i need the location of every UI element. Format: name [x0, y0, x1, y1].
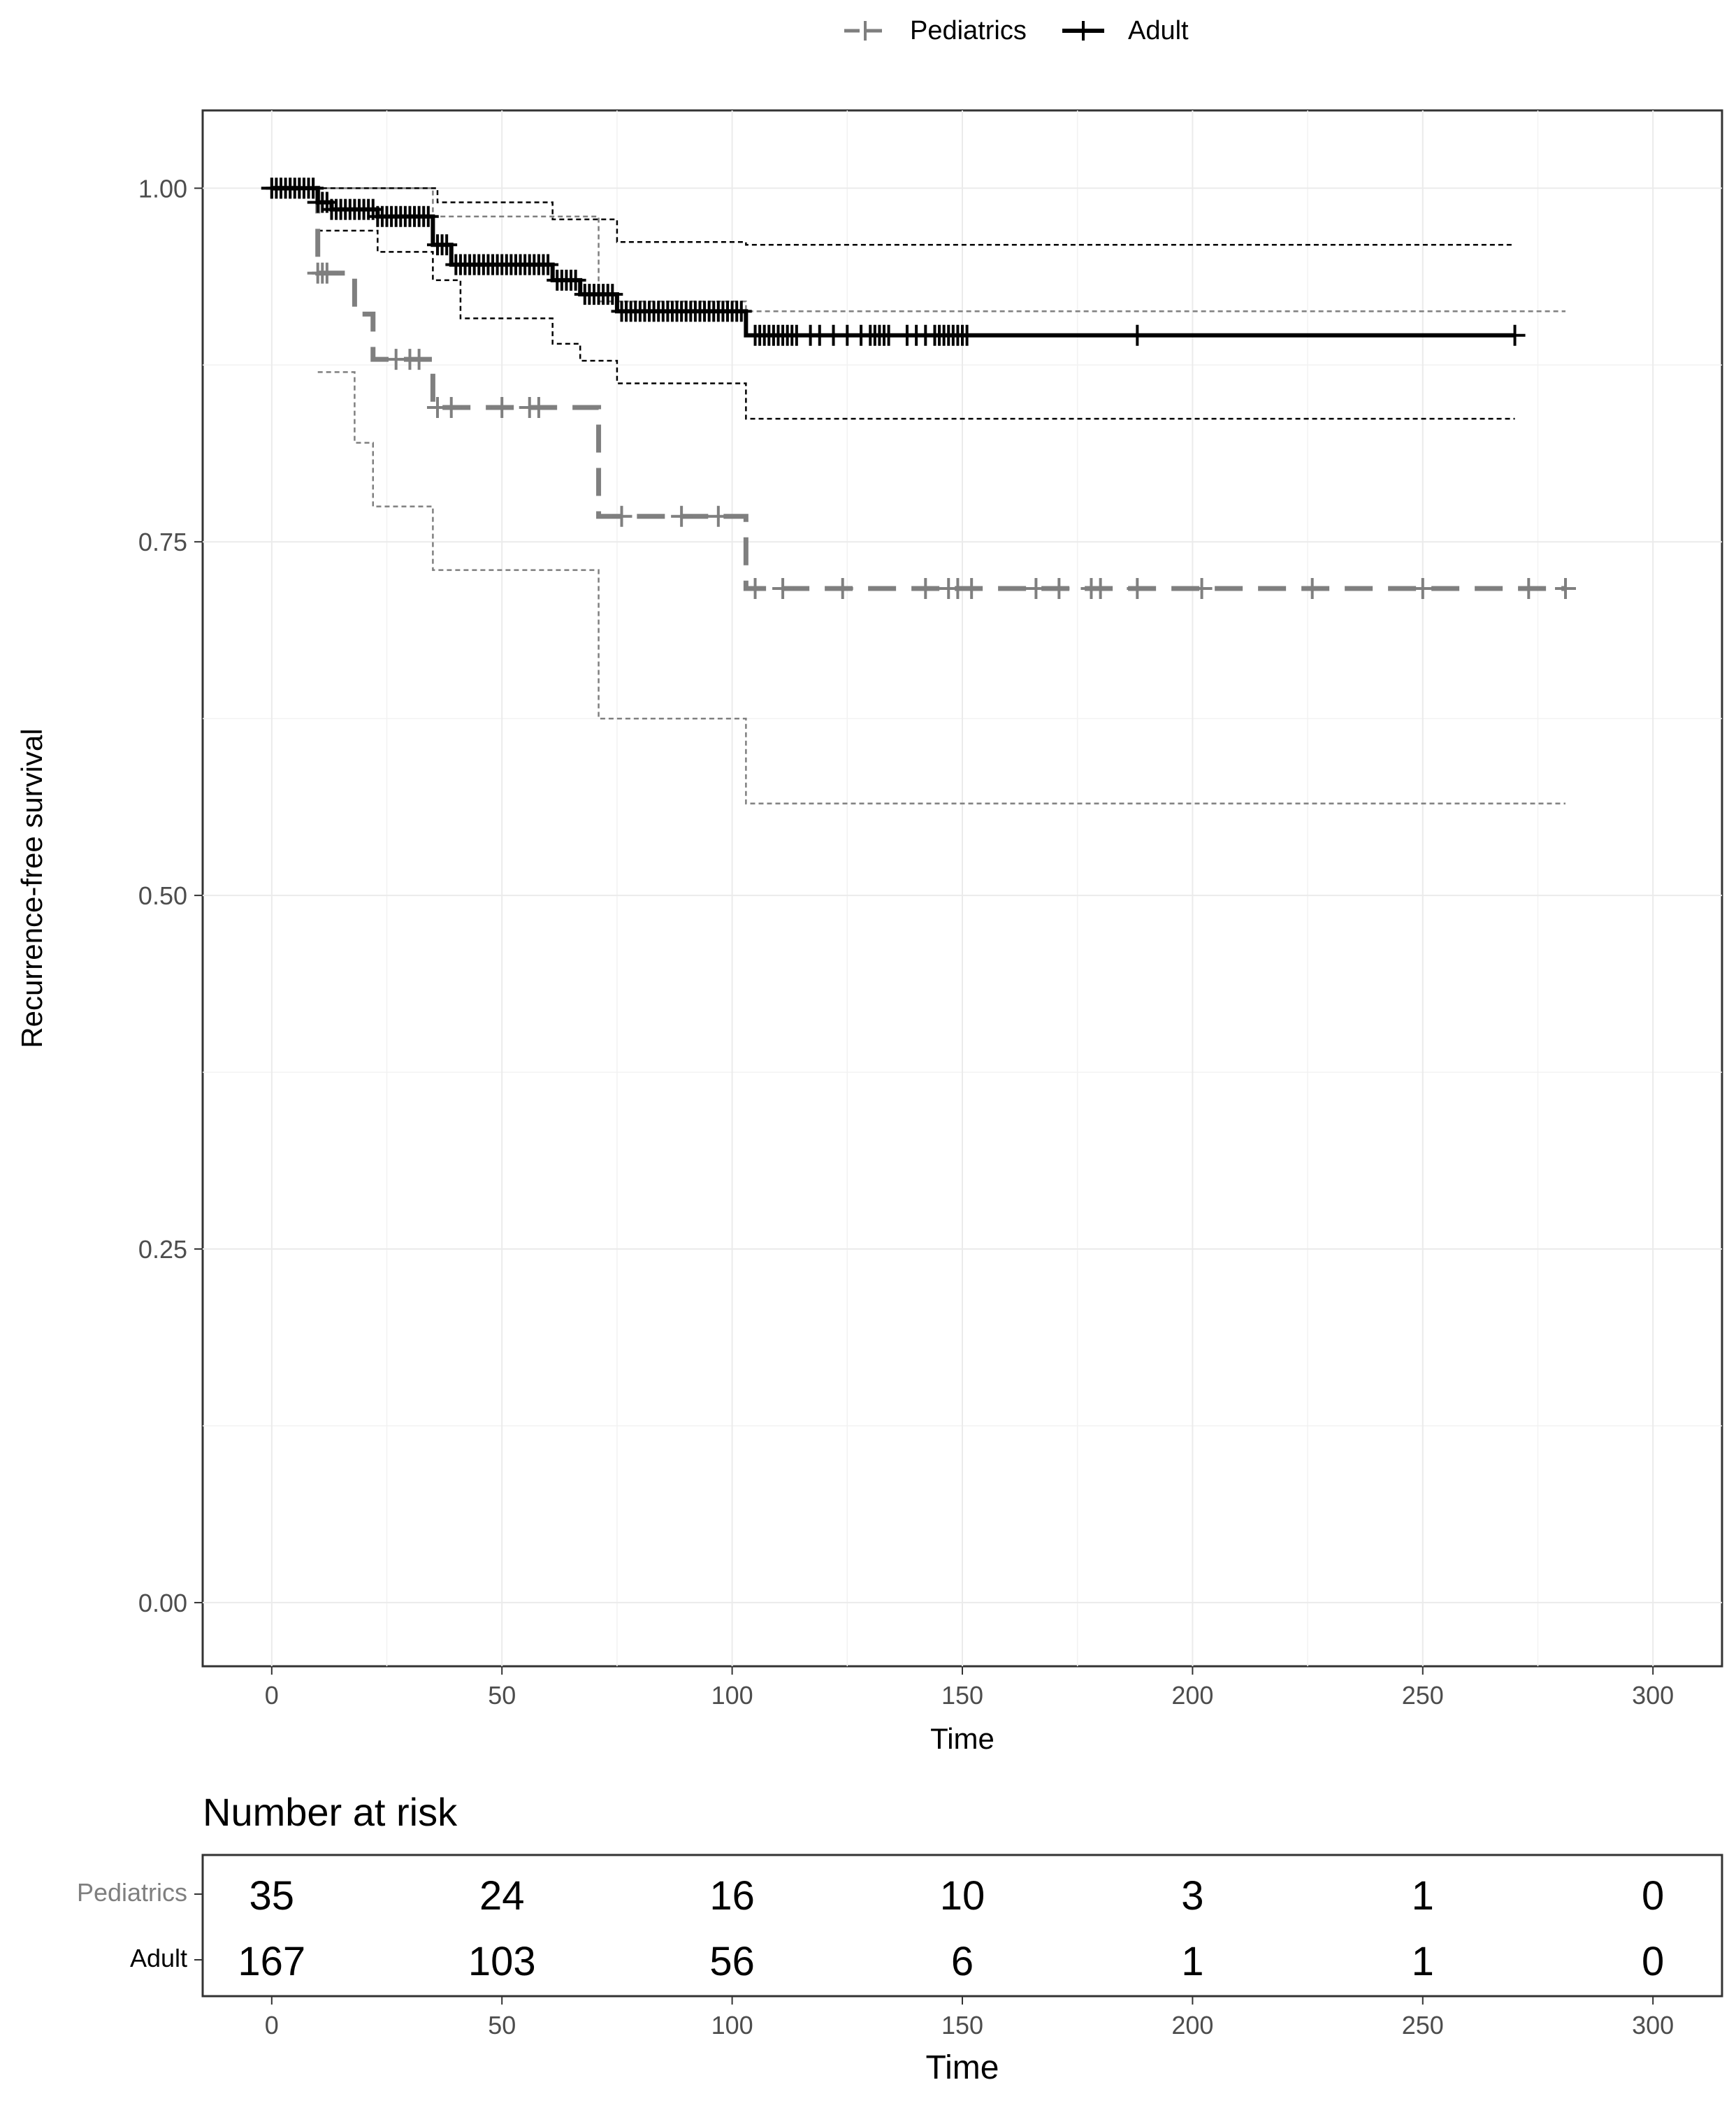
- censor-mark-adult: [730, 301, 752, 322]
- risk-table-title: Number at risk: [203, 1790, 458, 1834]
- risk-x-tick-label: 250: [1402, 2011, 1444, 2039]
- censor-mark-pediatrics: [611, 505, 632, 527]
- legend-label-pediatrics: Pediatrics: [910, 16, 1027, 45]
- censor-mark-adult: [956, 324, 978, 346]
- censor-mark-pediatrics: [316, 262, 338, 284]
- risk-table-x-label: Time: [926, 2049, 999, 2086]
- risk-x-tick-label: 300: [1632, 2011, 1674, 2039]
- grid: [203, 110, 1722, 1666]
- censor-mark-adult: [303, 178, 324, 199]
- risk-row-label-pediatrics: Pediatrics: [77, 1878, 187, 1907]
- risk-count-pediatrics: 0: [1642, 1873, 1664, 1919]
- censor-mark-pediatrics: [772, 577, 794, 599]
- censor-mark-adult: [436, 234, 458, 256]
- risk-count-adult: 0: [1642, 1939, 1664, 1984]
- risk-x-tick-label: 100: [711, 2011, 753, 2039]
- risk-count-adult: 1: [1181, 1939, 1203, 1984]
- ci-upper-adult: [271, 187, 1515, 246]
- risk-count-adult: 6: [951, 1939, 974, 1984]
- censor-mark-adult: [537, 254, 559, 275]
- censor-mark-adult: [878, 324, 899, 346]
- risk-count-pediatrics: 10: [940, 1873, 985, 1919]
- x-tick-label: 300: [1632, 1681, 1674, 1710]
- censor-mark-adult: [1127, 324, 1148, 346]
- censor-mark-pediatrics: [1090, 577, 1111, 599]
- risk-row-label-adult: Adult: [130, 1944, 187, 1972]
- censor-mark-adult: [565, 269, 586, 291]
- censor-mark-adult: [1504, 324, 1526, 346]
- y-axis-label: Recurrence-free survival: [15, 728, 48, 1048]
- main-axes: 0 50 100 150 200 250 300 0.00 0.25 0.50 0.75 1.00: [138, 174, 1674, 1710]
- ci-lower-adult: [317, 229, 1515, 420]
- x-tick-label: 0: [265, 1681, 279, 1710]
- x-tick-label: 50: [488, 1681, 516, 1710]
- censor-mark-pediatrics: [1127, 577, 1148, 599]
- risk-count-pediatrics: 24: [479, 1873, 525, 1919]
- censor-mark-pediatrics: [528, 396, 549, 418]
- y-tick-label: 0.00: [138, 1589, 187, 1617]
- censor-mark-pediatrics: [671, 505, 693, 527]
- risk-count-pediatrics: 35: [249, 1873, 295, 1919]
- censor-mark-pediatrics: [707, 505, 729, 527]
- x-axis-label: Time: [930, 1722, 994, 1755]
- y-tick-label: 0.75: [138, 528, 187, 556]
- risk-count-pediatrics: 1: [1412, 1873, 1434, 1919]
- censor-mark-pediatrics: [408, 349, 430, 370]
- x-tick-label: 100: [711, 1681, 753, 1710]
- risk-count-adult: 103: [468, 1939, 536, 1984]
- censor-mark-pediatrics: [1191, 577, 1213, 599]
- risk-count-adult: 167: [238, 1939, 305, 1984]
- risk-x-tick-label: 0: [265, 2011, 279, 2039]
- censor-mark-pediatrics: [961, 577, 983, 599]
- censor-mark-adult: [417, 205, 439, 227]
- y-tick-label: 0.50: [138, 881, 187, 910]
- censor-mark-adult: [602, 284, 623, 305]
- risk-count-adult: 56: [709, 1939, 755, 1984]
- x-tick-label: 250: [1402, 1681, 1444, 1710]
- censor-mark-pediatrics: [744, 577, 766, 599]
- ci-lower-pediatrics: [317, 371, 1566, 804]
- censor-marks: [261, 178, 1577, 599]
- censor-mark-pediatrics: [1518, 577, 1540, 599]
- censor-mark-pediatrics: [1555, 577, 1577, 599]
- risk-count-pediatrics: 3: [1181, 1873, 1203, 1919]
- risk-x-tick-label: 200: [1171, 2011, 1213, 2039]
- risk-count-pediatrics: 16: [709, 1873, 755, 1919]
- censor-mark-pediatrics: [1412, 577, 1433, 599]
- x-tick-label: 200: [1171, 1681, 1213, 1710]
- censor-mark-pediatrics: [491, 396, 513, 418]
- censor-mark-pediatrics: [1301, 577, 1323, 599]
- censor-mark-pediatrics: [915, 577, 936, 599]
- legend: Pediatrics Adult: [844, 16, 1189, 45]
- censor-mark-pediatrics: [1025, 577, 1047, 599]
- risk-x-tick-label: 150: [941, 2011, 983, 2039]
- risk-x-tick-label: 50: [488, 2011, 516, 2039]
- censor-mark-pediatrics: [832, 577, 853, 599]
- y-tick-label: 0.25: [138, 1235, 187, 1264]
- x-tick-label: 150: [941, 1681, 983, 1710]
- censor-mark-pediatrics: [440, 396, 462, 418]
- risk-table-panel: [201, 1854, 1723, 1998]
- legend-label-adult: Adult: [1128, 16, 1189, 45]
- y-tick-label: 1.00: [138, 174, 187, 203]
- risk-count-adult: 1: [1412, 1939, 1434, 1984]
- censor-mark-pediatrics: [1048, 577, 1070, 599]
